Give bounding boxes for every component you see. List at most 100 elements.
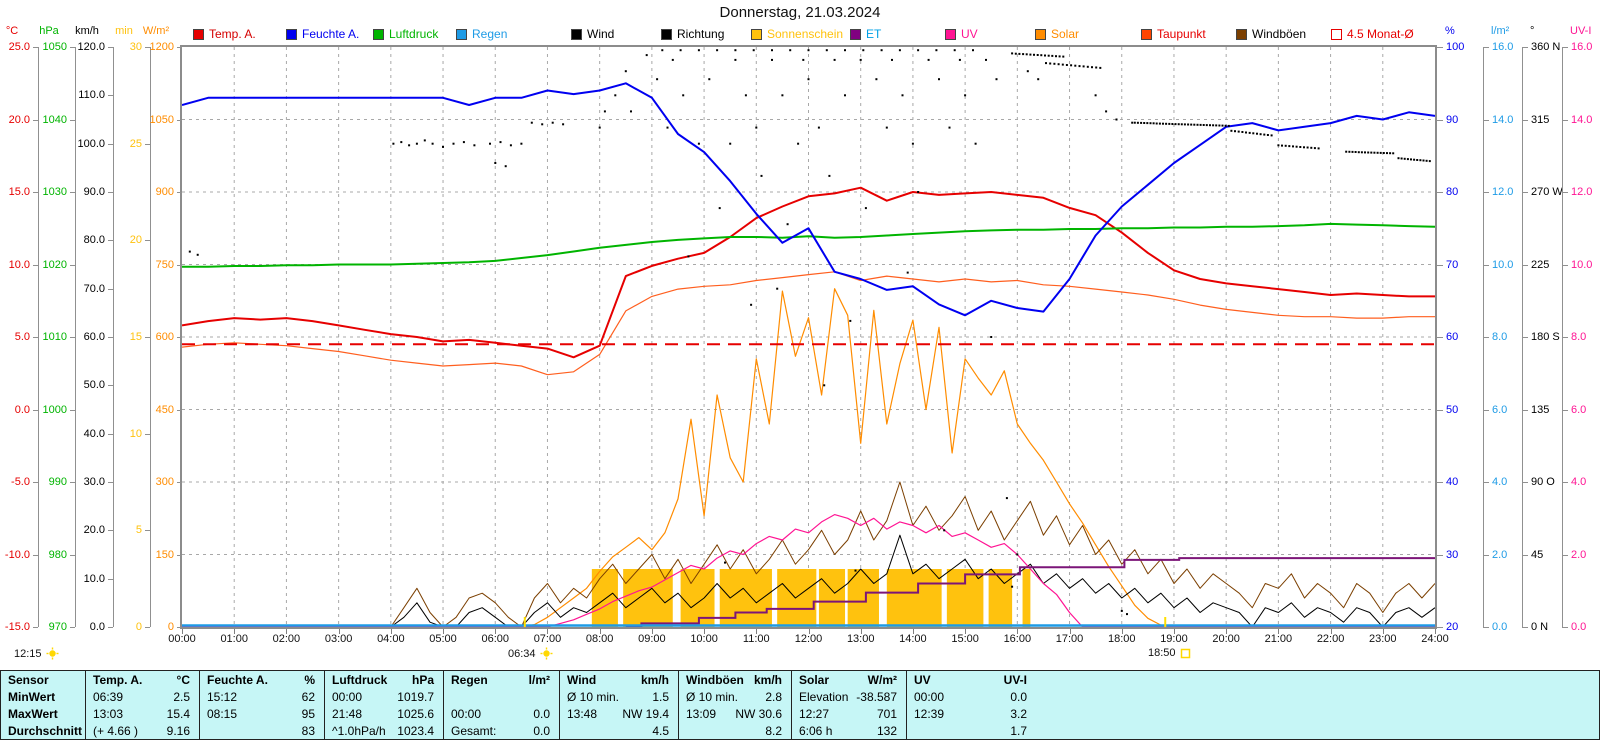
table-row: 8.2 <box>679 722 791 739</box>
wind-direction-dot <box>423 139 426 142</box>
wind-direction-dot <box>1062 55 1065 58</box>
time-label: 03:00 <box>324 633 353 645</box>
wind-direction-dot <box>1400 157 1403 160</box>
axis-unit-: ° <box>1530 25 1535 37</box>
wind-direction-dot <box>1248 131 1251 134</box>
wind-direction-dot <box>807 78 810 81</box>
wind-direction-dot <box>1171 123 1174 125</box>
table-header-row: Luftdruck hPa <box>325 671 443 688</box>
axis-tick-label: 10.0 <box>1571 258 1593 271</box>
table-col-unit: km/h <box>640 672 669 687</box>
wind-direction-dot <box>666 126 669 129</box>
chart-canvas <box>182 47 1435 627</box>
time-tick <box>860 629 862 634</box>
wind-direction-dot <box>1386 152 1388 155</box>
table-cell-value: 1025.6 <box>397 706 434 721</box>
wind-direction-dot <box>1351 150 1354 153</box>
wind-direction-dot <box>1065 64 1068 66</box>
axis-tick <box>70 264 75 266</box>
table-cell-value: 83 <box>301 723 315 738</box>
legend-item-et: ET <box>850 27 881 41</box>
wind-direction-dot <box>891 58 893 61</box>
axis-tick-label: 1050 <box>149 113 174 126</box>
wind-direction-dot <box>1376 151 1379 154</box>
table-cell-time: Elevation <box>799 689 849 704</box>
table-header-row: Feuchte A.% <box>200 671 324 688</box>
axis-tick <box>1437 264 1443 266</box>
wind-direction-dot <box>880 49 883 52</box>
wind-direction-dot <box>1036 54 1039 56</box>
wind-direction-dot <box>473 144 476 147</box>
time-tick <box>495 629 497 634</box>
wind-direction-dot <box>1209 124 1211 127</box>
axis-tick-label: 50 <box>1446 403 1459 416</box>
wind-direction-dot <box>1266 134 1269 136</box>
wind-direction-dot <box>1037 78 1040 81</box>
wind-direction-dot <box>1422 159 1425 162</box>
wind-direction-dot <box>1131 121 1134 124</box>
wind-direction-dot <box>760 174 763 177</box>
axis-tick <box>1437 482 1443 483</box>
wind-direction-dot <box>1190 123 1193 126</box>
wind-direction-dot <box>1146 122 1149 125</box>
axis-tick-label: 0 N <box>1531 621 1549 633</box>
wind-direction-dot <box>551 121 554 124</box>
wind-direction-dot <box>415 142 418 145</box>
axis-tick <box>70 119 75 121</box>
table-row-label: Sensor <box>8 672 49 687</box>
table-cell-value: 132 <box>876 723 897 738</box>
time-label: 10:00 <box>690 633 718 645</box>
wind-direction-dot <box>1284 144 1287 147</box>
wind-direction-dot <box>1367 151 1370 154</box>
axis-tick <box>33 192 38 193</box>
wind-direction-dot <box>844 94 846 97</box>
axis-tick-label: 1050 <box>42 41 67 53</box>
table-cell-time: 00:00 <box>451 706 482 721</box>
wind-direction-dot <box>750 303 753 306</box>
axis-tick-label: 360 N <box>1531 41 1561 53</box>
wind-direction-dot <box>1370 151 1373 154</box>
table-col-unit: °C <box>176 672 190 687</box>
time-label: 24:00 <box>1421 633 1449 645</box>
table-col-unit: km/h <box>753 672 782 687</box>
legend-label: 4.5 Monat-Ø <box>1347 27 1414 41</box>
wind-direction-dot <box>1379 151 1382 154</box>
wind-direction-dot <box>797 142 800 145</box>
wind-direction-dot <box>1202 124 1205 126</box>
axis-unit-uv-i: UV-I <box>1570 25 1592 37</box>
time-tick <box>1278 629 1280 634</box>
wind-direction-dot <box>985 58 987 61</box>
wind-direction-dot <box>1051 54 1054 57</box>
axis-tick-label: 110.0 <box>78 89 105 102</box>
wind-direction-dot <box>1095 66 1098 69</box>
axis-tick-label: 100 <box>1446 41 1465 53</box>
time-tick <box>756 629 758 634</box>
table-row <box>444 688 559 705</box>
wind-direction-dot <box>825 49 828 52</box>
table-cell-value: 2.5 <box>173 689 190 704</box>
wind-direction-dot <box>1026 70 1029 73</box>
time-label: 19:00 <box>1160 633 1188 645</box>
time-label: 13:00 <box>846 633 875 645</box>
axis-tick <box>1483 119 1489 121</box>
wind-direction-dot <box>1313 147 1316 150</box>
wind-direction-dot <box>1306 146 1309 149</box>
table-col-temp-a: Temp. A. °C 06:39 2.5 13:03 15.4 (+ 4.66 ) 9.16 <box>85 671 199 739</box>
wind-direction-dot <box>1018 52 1021 55</box>
axis-tick-label: 5 <box>135 524 142 537</box>
time-label: 05:00 <box>429 633 457 645</box>
wind-direction-dot <box>452 142 455 145</box>
axis-tick <box>33 47 38 48</box>
table-cell-value: 1023.4 <box>397 723 434 738</box>
axis-tick <box>1522 264 1528 266</box>
table-row-label-row: Durchschnitt <box>1 722 85 739</box>
wind-direction-dot <box>1410 158 1412 161</box>
axis-tick <box>1522 337 1528 338</box>
wind-direction-dot <box>1295 145 1298 148</box>
table-cell-time: ^1.0hPa/h <box>332 723 386 738</box>
legend-label: Windböen <box>1252 27 1307 41</box>
axis-tick-label: 1010 <box>42 331 67 343</box>
wind-direction-dot <box>964 94 967 97</box>
wind-direction-dot <box>859 58 862 61</box>
legend-swatch-4-5-monat <box>1331 28 1342 40</box>
